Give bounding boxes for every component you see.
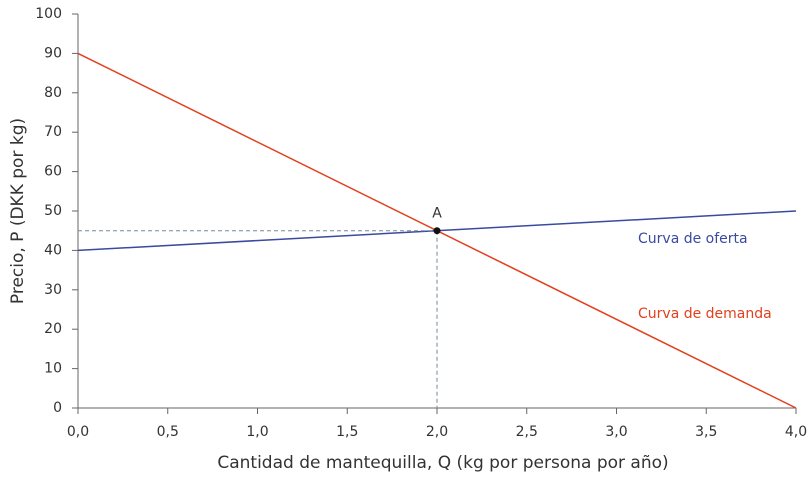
x-tick-label: 2,0 [426,424,448,440]
y-tick-label: 40 [44,242,62,258]
y-tick-label: 80 [44,85,62,101]
y-tick-label: 20 [44,321,62,337]
x-tick-label: 1,5 [336,424,358,440]
x-tick-label: 3,5 [695,424,717,440]
y-tick-label: 10 [44,361,62,377]
point [433,227,441,235]
point-label: A [432,206,442,222]
y-tick-label: 100 [35,6,62,22]
x-tick-label: 0,5 [157,424,179,440]
series-label: Curva de demanda [638,306,772,322]
x-tick-label: 1,0 [246,424,268,440]
y-tick-label: 0 [53,400,62,416]
x-tick-label: 2,5 [516,424,538,440]
x-axis-title: Cantidad de mantequilla, Q (kg por perso… [217,453,668,473]
y-tick-label: 60 [44,164,62,180]
x-tick-label: 0,0 [67,424,89,440]
series-label: Curva de oferta [638,231,748,247]
y-tick-label: 30 [44,282,62,298]
y-tick-label: 70 [44,124,62,140]
x-tick-label: 4,0 [785,424,807,440]
y-tick-label: 90 [44,45,62,61]
y-tick-label: 50 [44,203,62,219]
x-tick-label: 3,0 [605,424,627,440]
y-axis-title: Precio, P (DKK por kg) [8,118,28,304]
